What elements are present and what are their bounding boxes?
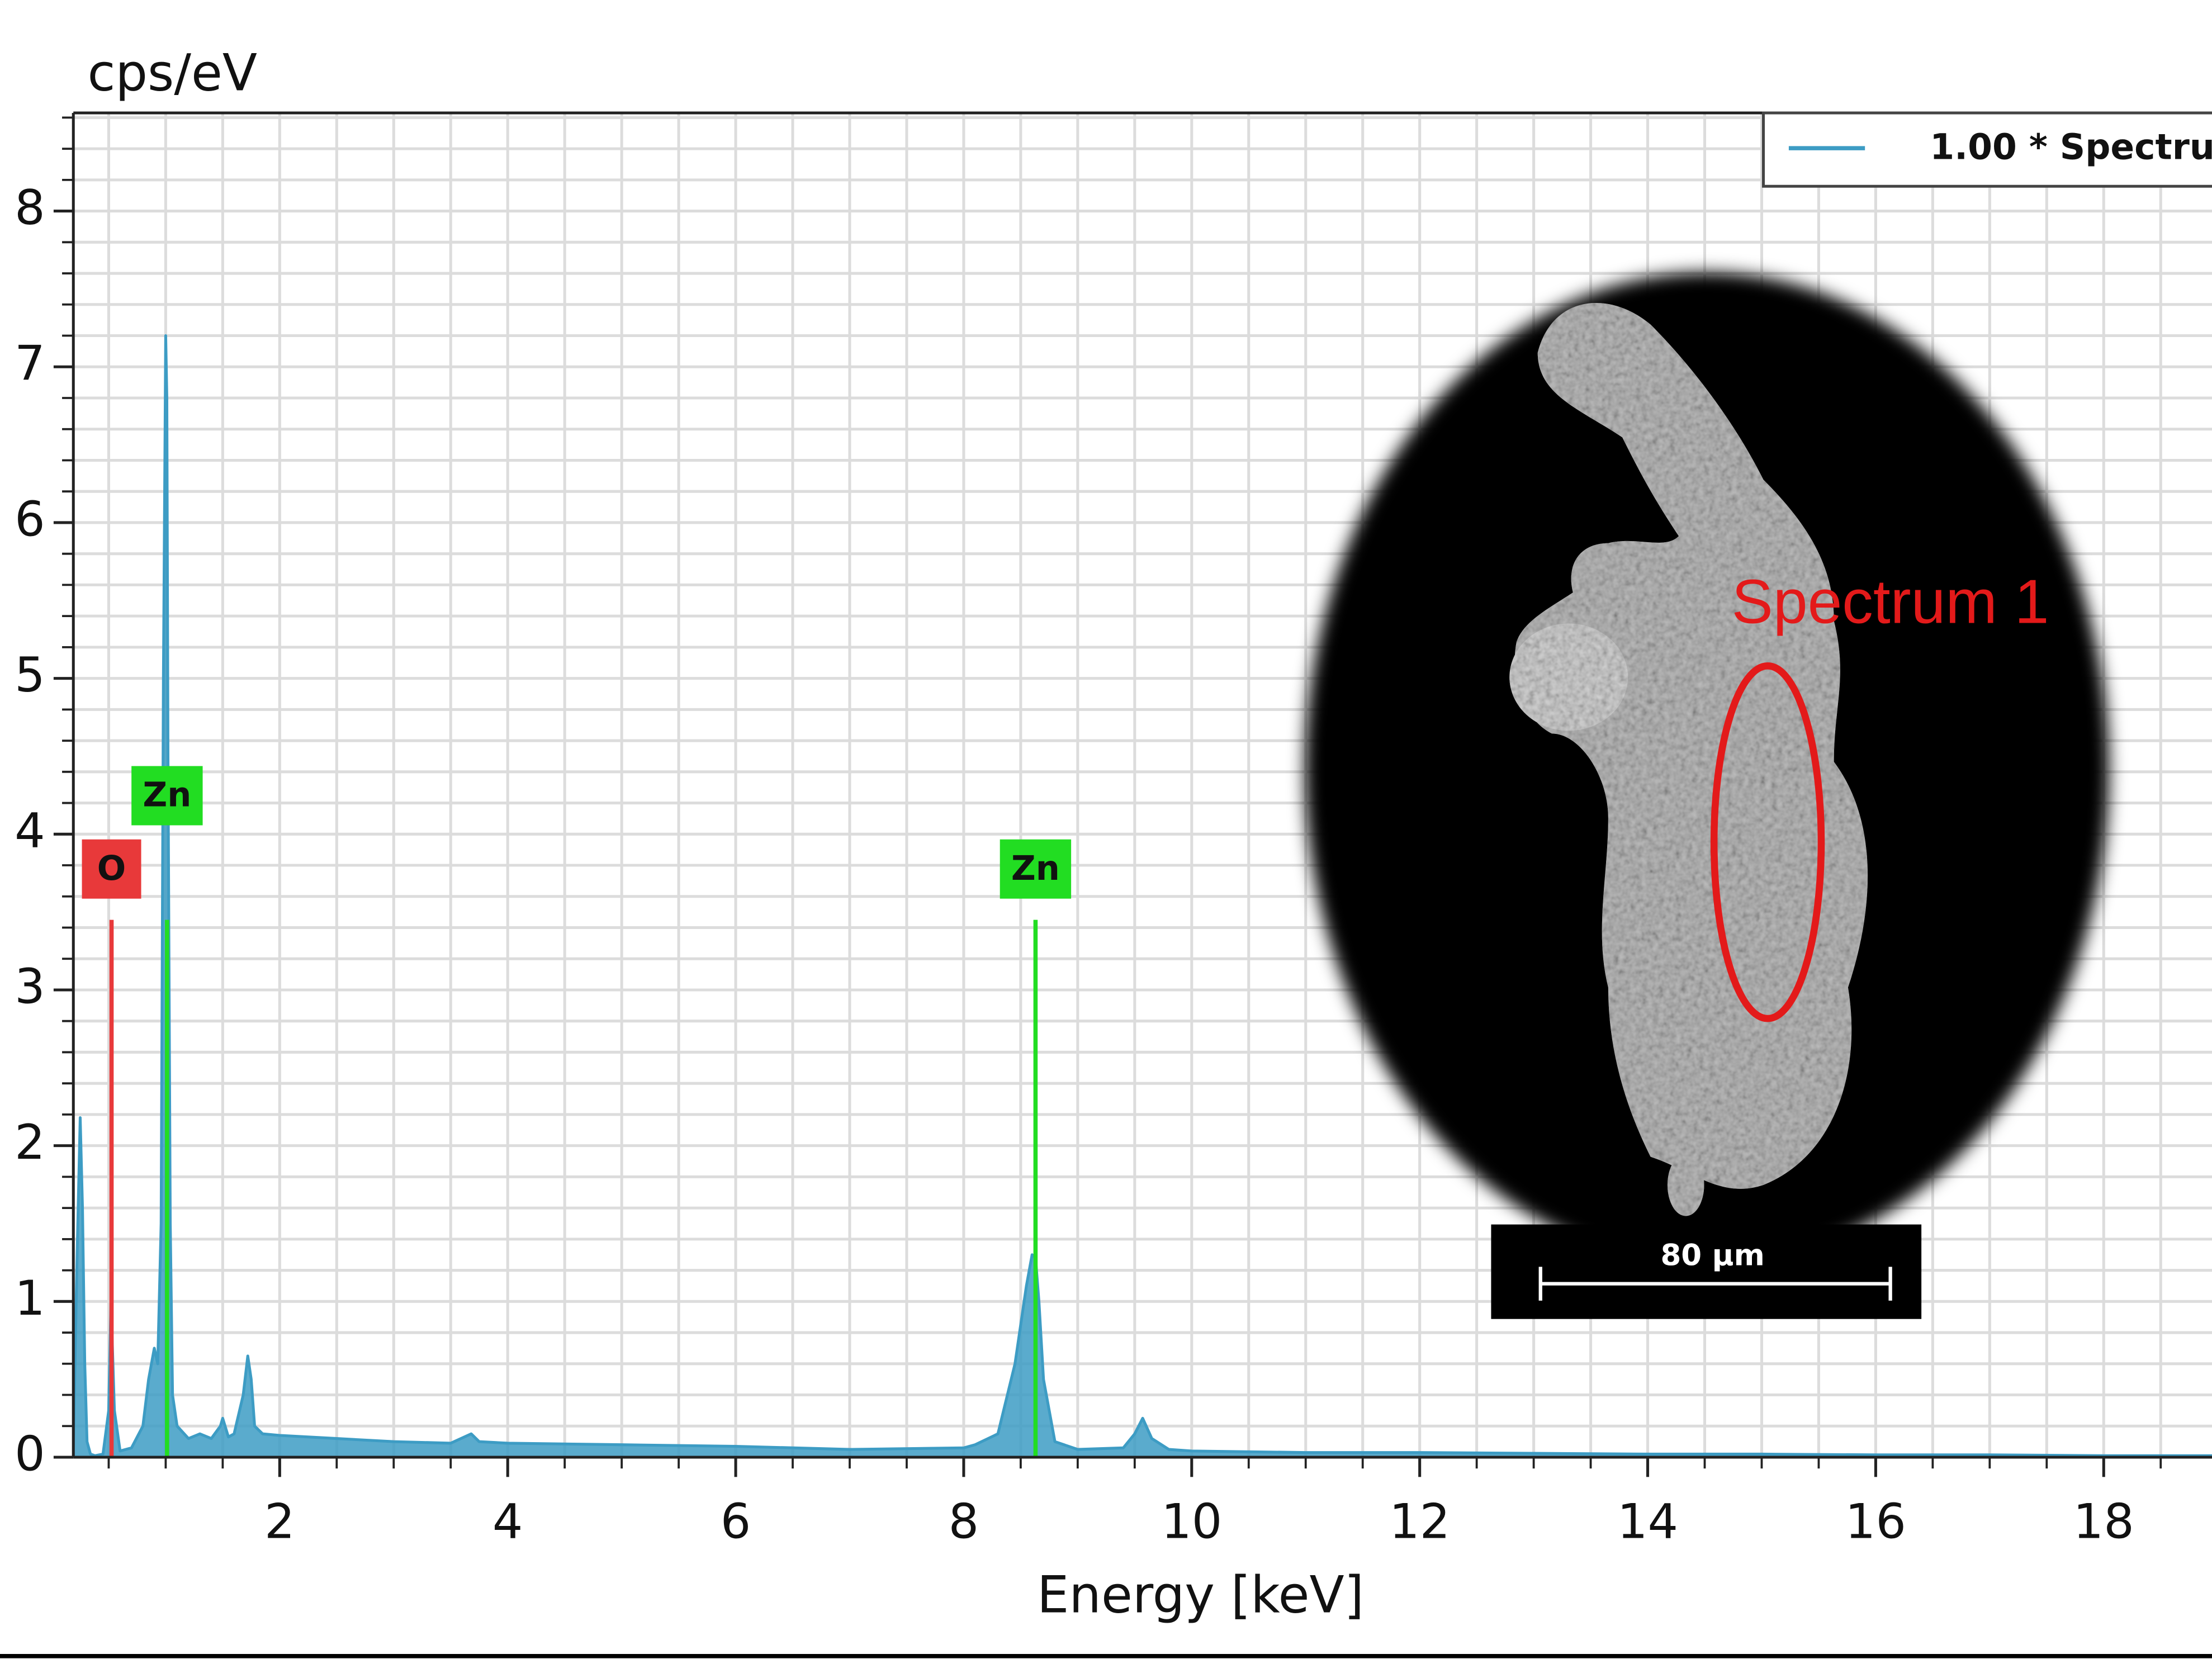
sem-inset: Spectrum 1 80 µm xyxy=(1305,272,2109,1319)
scale-bar-box xyxy=(1491,1224,1922,1319)
legend-label: 1.00 * Spectrum xyxy=(1930,126,2212,168)
y-tick-label: 4 xyxy=(15,803,45,859)
x-tick-label: 10 xyxy=(1161,1494,1222,1550)
y-tick-label: 8 xyxy=(15,180,45,236)
y-tick-label: 0 xyxy=(15,1426,45,1482)
element-label: Zn xyxy=(131,766,203,826)
legend: 1.00 * Spectrum xyxy=(1761,111,2212,188)
element-label-text: Zn xyxy=(1011,849,1060,888)
x-tick-label: 16 xyxy=(1845,1494,1906,1550)
x-tick-label: 18 xyxy=(2073,1494,2134,1550)
y-tick-label: 3 xyxy=(15,959,45,1015)
plot-area xyxy=(73,334,2212,1458)
x-tick-label: 8 xyxy=(949,1494,979,1550)
element-label-box xyxy=(131,766,203,826)
spectrum-region xyxy=(1710,662,1825,1022)
x-tick-label: 4 xyxy=(492,1494,523,1550)
element-label: O xyxy=(82,839,141,899)
y-tick-label: 6 xyxy=(15,491,45,547)
element-label: Zn xyxy=(1000,839,1072,899)
element-label-text: O xyxy=(97,849,126,888)
y-axis-label: cps/eV xyxy=(87,44,257,102)
y-tick-label: 5 xyxy=(15,647,45,703)
y-tick-label: 2 xyxy=(15,1115,45,1170)
element-label-box xyxy=(1000,839,1072,899)
spectrum-region-label: Spectrum 1 xyxy=(1732,567,2049,637)
particle-lobe xyxy=(1509,623,1628,731)
element-label-text: Zn xyxy=(143,776,191,815)
x-axis-label: Energy [keV] xyxy=(1037,1566,1364,1624)
y-tick-label: 7 xyxy=(15,336,45,392)
particle xyxy=(1509,302,1868,1216)
spectrum-area xyxy=(73,334,2212,1458)
x-tick-label: 14 xyxy=(1617,1494,1678,1550)
particle-body xyxy=(1514,302,1868,1189)
scale-bar-label: 80 µm xyxy=(1660,1238,1764,1272)
element-label-box xyxy=(82,839,141,899)
x-tick-label: 2 xyxy=(264,1494,295,1550)
x-tick-label: 12 xyxy=(1389,1494,1450,1550)
y-tick-label: 1 xyxy=(15,1271,45,1326)
x-tick-label: 6 xyxy=(721,1494,751,1550)
particle-lobe xyxy=(1667,1154,1704,1216)
